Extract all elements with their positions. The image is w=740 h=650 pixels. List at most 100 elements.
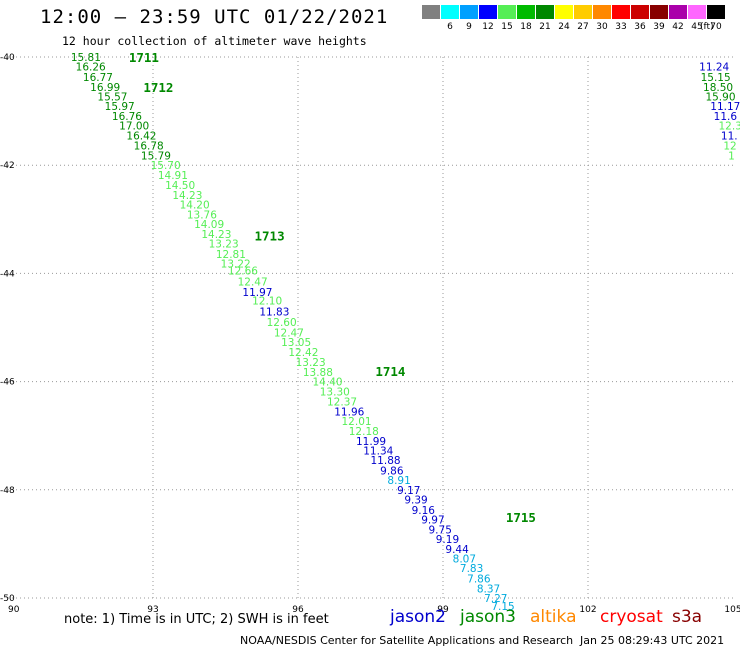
lat-tick-label: -48 xyxy=(0,486,15,496)
legend-swatch xyxy=(460,5,479,19)
wave-height-value: 16.99 xyxy=(90,82,120,94)
wave-height-value: 9.97 xyxy=(421,515,444,527)
time-label: 1712 xyxy=(143,80,173,95)
legend-label: 21 xyxy=(539,22,551,32)
satellite-cryosat: cryosat xyxy=(600,607,663,627)
wave-height-value: 15.79 xyxy=(141,150,171,162)
footer-note: note: 1) Time is in UTC; 2) SWH is in fe… xyxy=(64,612,329,627)
lon-tick-label: 105 xyxy=(724,605,740,615)
legend-swatch xyxy=(593,5,612,19)
time-label: 1714 xyxy=(375,364,405,379)
wave-height-value: 9.44 xyxy=(445,544,469,556)
legend-swatch xyxy=(441,5,460,19)
legend-swatch xyxy=(631,5,650,19)
legend-swatch xyxy=(707,5,726,19)
wave-height-value: 7.27 xyxy=(484,593,507,605)
wave-height-value: 1 xyxy=(728,150,735,162)
wave-height-value: 12.47 xyxy=(274,327,304,339)
wave-height-value: 11.96 xyxy=(334,406,364,418)
legend-label: 9 xyxy=(466,22,472,32)
wave-height-value: 16.76 xyxy=(112,111,142,123)
wave-height-value: 18.50 xyxy=(703,82,733,94)
legend-label: 36 xyxy=(634,22,646,32)
lon-tick-label: 93 xyxy=(147,605,158,615)
wave-height-value: 15.57 xyxy=(97,91,127,103)
legend-swatch xyxy=(517,5,536,19)
legend-unit: (ft) xyxy=(700,22,714,32)
wave-height-value: 9.75 xyxy=(429,524,452,536)
wave-height-value: 17.00 xyxy=(119,121,149,133)
wave-height-value: 8.91 xyxy=(387,475,410,487)
footer-credit: NOAA/NESDIS Center for Satellite Applica… xyxy=(240,634,574,647)
legend-label: 70 xyxy=(710,22,722,32)
wave-height-value: 16.26 xyxy=(76,62,106,74)
wave-height-value: 12.3 xyxy=(719,121,740,133)
wave-height-value: 11.99 xyxy=(356,436,386,448)
legend-label: 18 xyxy=(520,22,532,32)
legend-label: 30 xyxy=(596,22,608,32)
wave-height-value: 11.88 xyxy=(371,455,401,467)
wave-height-value: 12.01 xyxy=(342,416,372,428)
satellite-jason3: jason3 xyxy=(460,607,516,627)
wave-height-value: 14.50 xyxy=(165,180,195,192)
legend-swatch xyxy=(536,5,555,19)
legend-swatch xyxy=(422,5,441,19)
legend-label: 33 xyxy=(615,22,627,32)
wave-height-value: 7.86 xyxy=(467,574,491,586)
wave-height-value: 7.15 xyxy=(491,601,514,613)
wave-height-value: 11.17 xyxy=(710,101,740,113)
legend-label: 24 xyxy=(558,22,570,32)
lat-tick-label: -44 xyxy=(0,269,15,279)
wave-height-value: 14.91 xyxy=(158,170,188,182)
wave-height-value: 13.76 xyxy=(187,209,217,221)
legend-swatch xyxy=(498,5,517,19)
wave-height-value: 15.15 xyxy=(701,72,731,84)
wave-height-value: 8.07 xyxy=(453,554,476,566)
wave-height-value: 9.86 xyxy=(380,465,404,477)
lon-tick-label: 96 xyxy=(292,605,304,615)
wave-height-value: 11.34 xyxy=(363,445,393,457)
legend-label: 42 xyxy=(672,22,684,32)
time-label: 1715 xyxy=(506,510,536,525)
satellite-altika: altika xyxy=(530,607,577,627)
legend-swatch xyxy=(669,5,688,19)
wave-height-value: 12.47 xyxy=(238,277,268,289)
footer-timestamp: Jan 25 08:29:43 UTC 2021 xyxy=(580,634,725,647)
wave-height-value: 15.70 xyxy=(151,160,181,172)
legend-swatch xyxy=(688,5,707,19)
wave-height-value: 16.77 xyxy=(83,72,113,84)
wave-height-value: 9.17 xyxy=(397,485,420,497)
wave-height-value: 12.60 xyxy=(267,317,297,329)
wave-height-value: 13.23 xyxy=(209,239,239,251)
lat-tick-label: -42 xyxy=(0,161,15,171)
wave-height-value: 15.90 xyxy=(705,91,735,103)
legend-label: 15 xyxy=(501,22,513,32)
legend-label: 45 xyxy=(691,22,703,32)
legend-label: 27 xyxy=(577,22,589,32)
wave-height-value: 13.22 xyxy=(221,259,251,271)
wave-height-value: 9.19 xyxy=(436,534,459,546)
wave-height-value: 16.42 xyxy=(126,130,156,142)
wave-height-value: 14.40 xyxy=(313,377,343,389)
time-label: 1713 xyxy=(255,229,285,244)
wave-height-value: 13.05 xyxy=(281,337,311,349)
wave-height-value: 11.6 xyxy=(714,111,738,123)
lat-tick-label: -50 xyxy=(0,594,15,604)
wave-height-value: 9.39 xyxy=(404,495,427,507)
wave-height-value: 12.66 xyxy=(228,266,258,278)
wave-height-value: 12.10 xyxy=(252,295,282,307)
wave-height-value: 11.83 xyxy=(259,306,289,318)
wave-height-value: 16.78 xyxy=(134,141,164,153)
wave-height-value: 11.97 xyxy=(242,287,272,299)
lat-tick-label: -46 xyxy=(0,378,15,388)
lat-tick-label: -40 xyxy=(0,53,15,63)
satellite-s3a: s3a xyxy=(672,607,703,627)
wave-height-value: 15.81 xyxy=(71,52,101,64)
wave-height-value: 9.16 xyxy=(412,505,436,517)
satellite-jason2: jason2 xyxy=(390,607,446,627)
page-subtitle: 12 hour collection of altimeter wave hei… xyxy=(62,34,367,48)
legend-swatch xyxy=(612,5,631,19)
wave-height-value: 13.88 xyxy=(303,367,333,379)
lon-tick-label: 102 xyxy=(579,605,596,615)
